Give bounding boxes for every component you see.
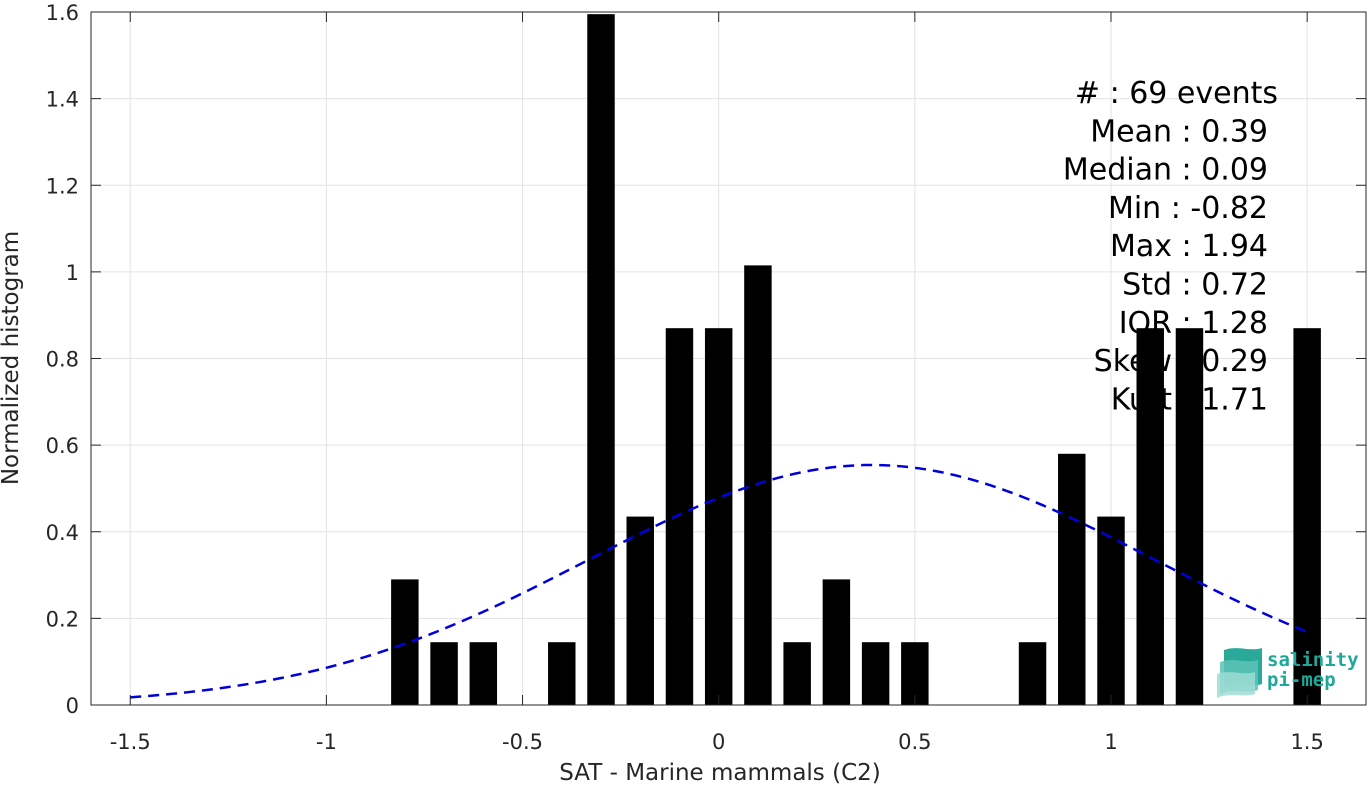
x-tick-label-5: 1 [1104,730,1117,754]
histogram-bar [1175,328,1204,705]
histogram-bar [1058,453,1086,705]
y-tick-label-1: 0.2 [46,607,79,631]
y-tick-label-3: 0.6 [46,434,79,458]
histogram-bar [391,579,419,705]
logo-line1: salinity [1267,649,1359,671]
y-tick-label-8: 1.6 [46,1,79,25]
normal-fit-curve [130,463,1308,699]
histogram-bar [469,642,498,705]
y-tick-label-5: 1 [66,261,79,285]
histogram-bar [822,579,851,705]
histogram-bar [1097,516,1125,705]
histogram-bar [587,14,615,705]
histogram-bars [391,14,1321,705]
x-tick-label-2: -0.5 [502,730,543,754]
histogram-bar [901,642,929,705]
x-tick-label-6: 1.5 [1290,730,1323,754]
histogram-bar [1018,642,1047,705]
y-tick-label-7: 1.4 [46,88,79,112]
y-tick-label-6: 1.2 [46,174,79,198]
histogram-bar [861,642,890,705]
stat-line-1: Mean : 0.39 [1090,114,1268,149]
x-tick-label-1: -1 [316,730,337,754]
logo-line2: pi-mep [1267,669,1336,691]
stat-line-6: IQR : 1.28 [1119,306,1268,341]
y-tick-label-0: 0 [66,694,79,718]
y-axis-ticks: 0 0.2 0.4 0.6 0.8 1 1.2 1.4 1.6 [46,1,1366,718]
histogram-bar [1293,328,1321,705]
x-tick-label-3: 0 [712,730,725,754]
y-axis-label: Normalized histogram [0,231,24,485]
histogram-bar [626,516,654,705]
histogram-bar [665,328,694,705]
histogram-bar [1136,328,1164,705]
stat-line-2: Median : 0.09 [1063,153,1268,188]
y-tick-label-2: 0.4 [46,521,79,545]
salinity-pimep-logo: salinity pi-mep [1217,648,1359,698]
histogram-bar [704,328,733,705]
x-axis-label: SAT - Marine mammals (C2) [559,760,881,785]
histogram-bar [744,265,772,705]
y-tick-label-4: 0.8 [46,348,79,372]
stat-line-4: Max : 1.94 [1110,229,1268,264]
histogram-bar [430,642,458,705]
logo-wave-icon [1217,648,1262,698]
stat-line-3: Min : -0.82 [1108,191,1268,226]
stat-line-0: # : 69 events [1075,76,1278,111]
stat-line-8: Kurt : 1.71 [1111,382,1268,417]
histogram-bar [548,642,576,705]
x-axis-ticks: -1.5 -1 -0.5 0 0.5 1 1.5 [110,12,1324,754]
histogram-bar [783,642,811,705]
x-tick-label-0: -1.5 [110,730,151,754]
stat-line-7: Skew : 0.29 [1094,344,1268,379]
x-tick-label-4: 0.5 [898,730,931,754]
stat-line-5: Std : 0.72 [1122,268,1268,303]
